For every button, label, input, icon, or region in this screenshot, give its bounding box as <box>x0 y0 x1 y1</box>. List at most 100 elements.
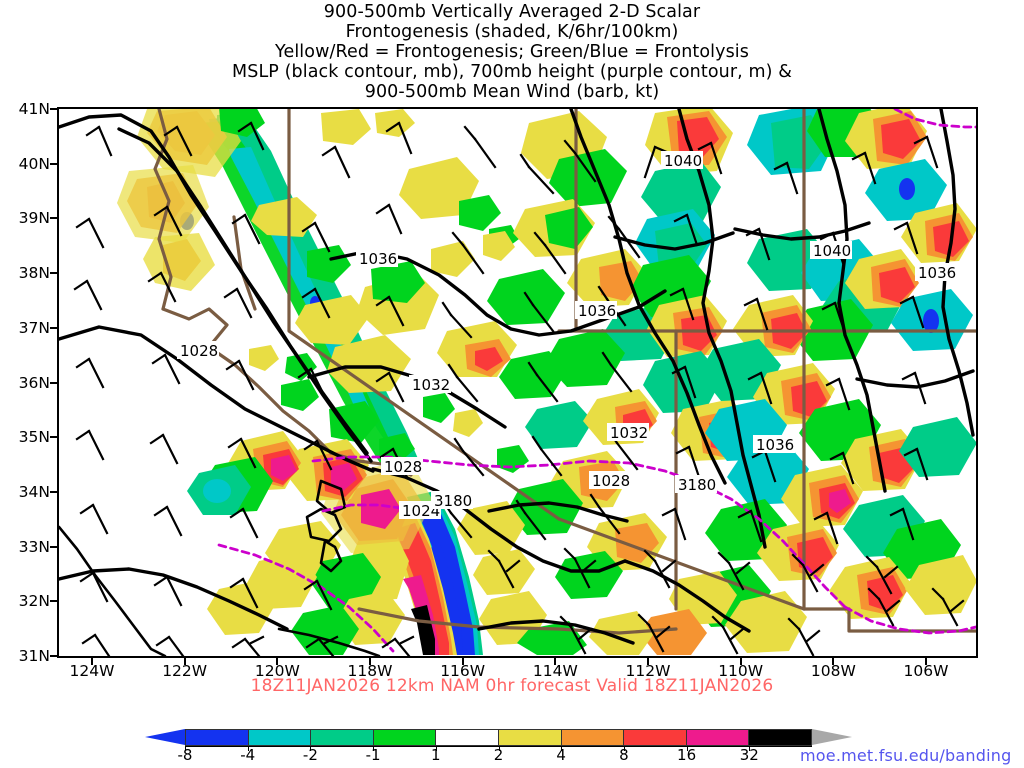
colorbar-tick <box>247 746 249 751</box>
x-tick-label: 110W <box>718 662 764 680</box>
y-tick-mark <box>50 272 57 275</box>
title-line-4: MSLP (black contour, mb), 700mb height (… <box>232 62 792 82</box>
colorbar-tick <box>561 746 563 751</box>
contour-labels: 1036 1032 1028 1028 1024 1036 1032 1028 <box>177 151 957 520</box>
colorbar-segment <box>624 730 687 745</box>
mslp-label: 1028 <box>384 458 422 476</box>
x-tick-mark <box>91 658 93 665</box>
colorbar-label: 32 <box>739 746 759 764</box>
title-line-3: Yellow/Red = Frontogenesis; Green/Blue =… <box>275 42 749 62</box>
y-tick-label: 31N <box>18 647 50 665</box>
title-line-2: Frontogenesis (shaded, K/6hr/100km) <box>345 22 679 42</box>
colorbar-tick <box>686 746 688 751</box>
y-tick-label: 39N <box>18 209 50 228</box>
x-tick-label: 122W <box>162 662 208 680</box>
mslp-label: 1036 <box>756 436 794 454</box>
x-tick-mark <box>925 658 927 665</box>
map-plot-area[interactable]: 1036 1032 1028 1028 1024 1036 1032 1028 <box>57 107 978 658</box>
colorbar-segment <box>311 730 374 745</box>
title-line-1: 900-500mb Vertically Averaged 2-D Scalar <box>323 2 701 22</box>
colorbar-label: 1 <box>431 746 441 764</box>
mslp-label: 1028 <box>592 472 630 490</box>
colorbar-segment <box>749 730 811 745</box>
y-tick-mark <box>50 490 57 493</box>
colorbar-tick <box>498 746 500 751</box>
colorbar-segment <box>436 730 499 745</box>
x-tick-mark <box>647 658 649 665</box>
x-tick-mark <box>276 658 279 665</box>
watermark: moe.met.fsu.edu/banding <box>800 746 1012 765</box>
y-tick-mark <box>50 545 57 548</box>
x-tick-label: 106W <box>903 662 949 680</box>
x-tick-label: 124W <box>69 662 115 680</box>
y-tick-label: 35N <box>18 428 50 447</box>
colorbar-label: 2 <box>493 746 504 764</box>
x-tick-label: 120W <box>254 662 300 680</box>
y-tick-mark <box>50 655 57 657</box>
x-tick-label: 118W <box>347 662 393 680</box>
colorbar-label: -8 <box>177 746 193 764</box>
colorbar-tick <box>310 746 312 751</box>
colorbar-label: -2 <box>302 746 318 764</box>
y-tick-mark <box>50 436 57 439</box>
colorbar-label: 8 <box>619 746 629 764</box>
colorbar-segment <box>248 730 312 745</box>
colorbar-tick <box>185 746 186 751</box>
x-tick-mark <box>461 658 464 665</box>
y-tick-label: 33N <box>18 537 50 556</box>
colorbar-baseline <box>185 746 812 747</box>
x-tick-mark <box>739 658 742 665</box>
colorbar-tick <box>623 746 625 751</box>
coastline <box>59 479 381 656</box>
mslp-label: 1036 <box>359 250 397 268</box>
mslp-label: 1036 <box>578 302 616 320</box>
y-tick-label: 32N <box>18 592 50 611</box>
colorbar-segment <box>561 730 625 745</box>
colorbar-tick <box>435 746 437 751</box>
colorbar-label: 4 <box>556 746 566 764</box>
mslp-label: 1040 <box>813 242 851 260</box>
colorbar-label: 16 <box>677 746 697 764</box>
mslp-label: 1040 <box>664 152 702 170</box>
x-tick-mark <box>554 658 557 665</box>
y-tick-label: 41N <box>18 100 50 118</box>
mslp-label: 1032 <box>412 376 450 394</box>
y-tick-label: 34N <box>18 482 50 501</box>
x-tick-mark <box>369 658 371 665</box>
frontogenesis-map: 1036 1032 1028 1028 1024 1036 1032 1028 <box>59 109 976 656</box>
colorbar-segment <box>373 730 437 745</box>
colorbar-segment <box>186 730 249 745</box>
mslp-label: 1024 <box>402 502 440 520</box>
colorbar-over-arrow <box>812 729 852 745</box>
wind-barbs <box>73 121 965 656</box>
chart-title-block: 900-500mb Vertically Averaged 2-D Scalar… <box>0 2 1024 102</box>
colorbar[interactable] <box>145 729 852 751</box>
title-line-5: 900-500mb Mean Wind (barb, kt) <box>364 82 660 102</box>
height-label: 3180 <box>678 476 716 494</box>
x-tick-mark <box>183 658 186 665</box>
height-label: 3180 <box>434 492 472 510</box>
colorbar-under-arrow <box>145 729 185 745</box>
mslp-label: 1036 <box>918 264 956 282</box>
colorbar-tick <box>373 746 375 751</box>
colorbar-segments <box>185 729 812 746</box>
mslp-label: 1032 <box>610 424 648 442</box>
x-tick-label: 112W <box>625 662 671 680</box>
mslp-label: 1028 <box>180 342 218 360</box>
y-tick-label: 36N <box>18 373 50 392</box>
y-tick-mark <box>50 217 57 220</box>
x-tick-label: 116W <box>440 662 486 680</box>
y-tick-mark <box>50 600 57 603</box>
valid-time-text: 18Z11JAN2026 12km NAM 0hr forecast Valid… <box>250 676 774 696</box>
y-tick-mark <box>50 381 57 384</box>
colorbar-tick <box>749 746 751 751</box>
mslp-contours <box>59 109 975 645</box>
y-tick-label: 37N <box>18 318 50 337</box>
y-tick-mark <box>50 326 57 329</box>
colorbar-label: -1 <box>365 746 381 764</box>
x-tick-label: 108W <box>810 662 856 680</box>
y-tick-mark <box>50 162 57 165</box>
y-tick-label: 38N <box>18 264 50 283</box>
x-tick-label: 114W <box>532 662 578 680</box>
